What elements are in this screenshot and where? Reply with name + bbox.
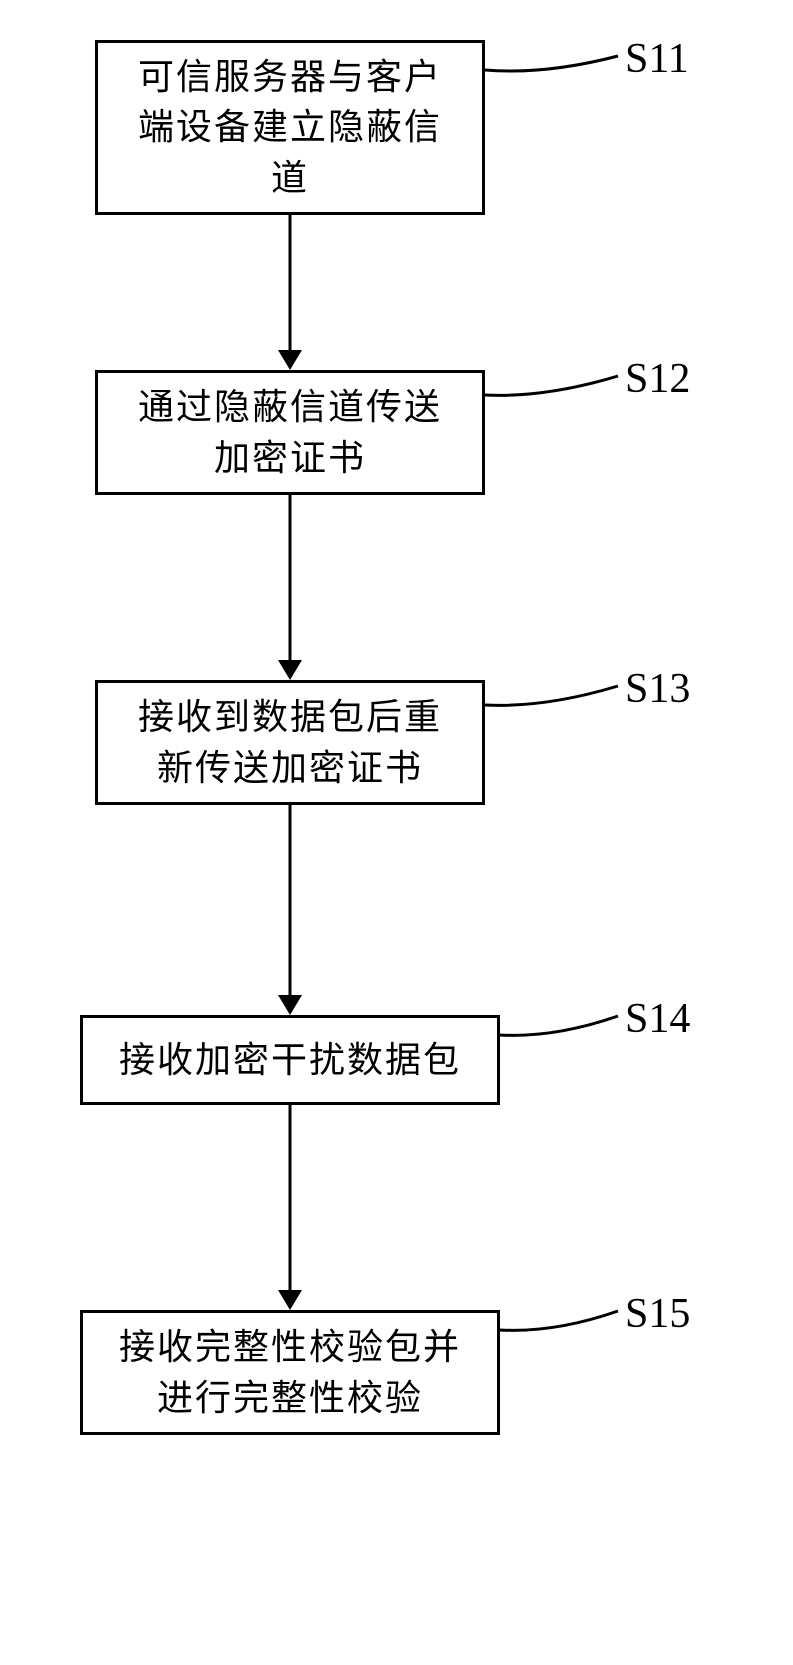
arrow-s14-s15 [272, 1105, 308, 1313]
flowchart-node-s12: 通过隐蔽信道传送 加密证书 [95, 370, 485, 495]
flowchart-node-s11: 可信服务器与客户 端设备建立隐蔽信 道 [95, 40, 485, 215]
node-text: 接收到数据包后重 新传送加密证书 [138, 692, 442, 793]
node-text-line: 道 [271, 157, 309, 198]
node-text-line: 端设备建立隐蔽信 [138, 106, 442, 147]
node-text-line: 接收完整性校验包并 [119, 1326, 461, 1367]
step-label-s11: S11 [625, 35, 689, 83]
step-label-s13: S13 [625, 665, 690, 713]
node-text-line: 加密证书 [214, 437, 366, 478]
node-text-line: 通过隐蔽信道传送 [138, 386, 442, 427]
node-text: 接收完整性校验包并 进行完整性校验 [119, 1322, 461, 1423]
arrow-s11-s12 [272, 215, 308, 373]
node-text-line: 进行完整性校验 [157, 1377, 423, 1418]
arrow-s13-s14 [272, 805, 308, 1018]
connector-line-s11 [485, 50, 625, 80]
step-label-s12: S12 [625, 355, 690, 403]
flowchart-node-s15: 接收完整性校验包并 进行完整性校验 [80, 1310, 500, 1435]
flowchart-node-s13: 接收到数据包后重 新传送加密证书 [95, 680, 485, 805]
node-text-line: 可信服务器与客户 [138, 56, 442, 97]
node-text-line: 接收到数据包后重 [138, 696, 442, 737]
node-text-line: 接收加密干扰数据包 [119, 1039, 461, 1080]
connector-line-s12 [485, 370, 625, 400]
node-text-line: 新传送加密证书 [157, 747, 423, 788]
connector-line-s14 [500, 1010, 625, 1040]
node-text: 通过隐蔽信道传送 加密证书 [138, 382, 442, 483]
step-label-s15: S15 [625, 1290, 690, 1338]
flowchart-node-s14: 接收加密干扰数据包 [80, 1015, 500, 1105]
flowchart-container: 可信服务器与客户 端设备建立隐蔽信 道 S11 通过隐蔽信道传送 加密证书 S1… [0, 0, 793, 1665]
node-text: 可信服务器与客户 端设备建立隐蔽信 道 [138, 52, 442, 203]
connector-line-s13 [485, 680, 625, 710]
connector-line-s15 [500, 1305, 625, 1335]
node-text: 接收加密干扰数据包 [119, 1035, 461, 1085]
arrow-s12-s13 [272, 495, 308, 683]
step-label-s14: S14 [625, 995, 690, 1043]
